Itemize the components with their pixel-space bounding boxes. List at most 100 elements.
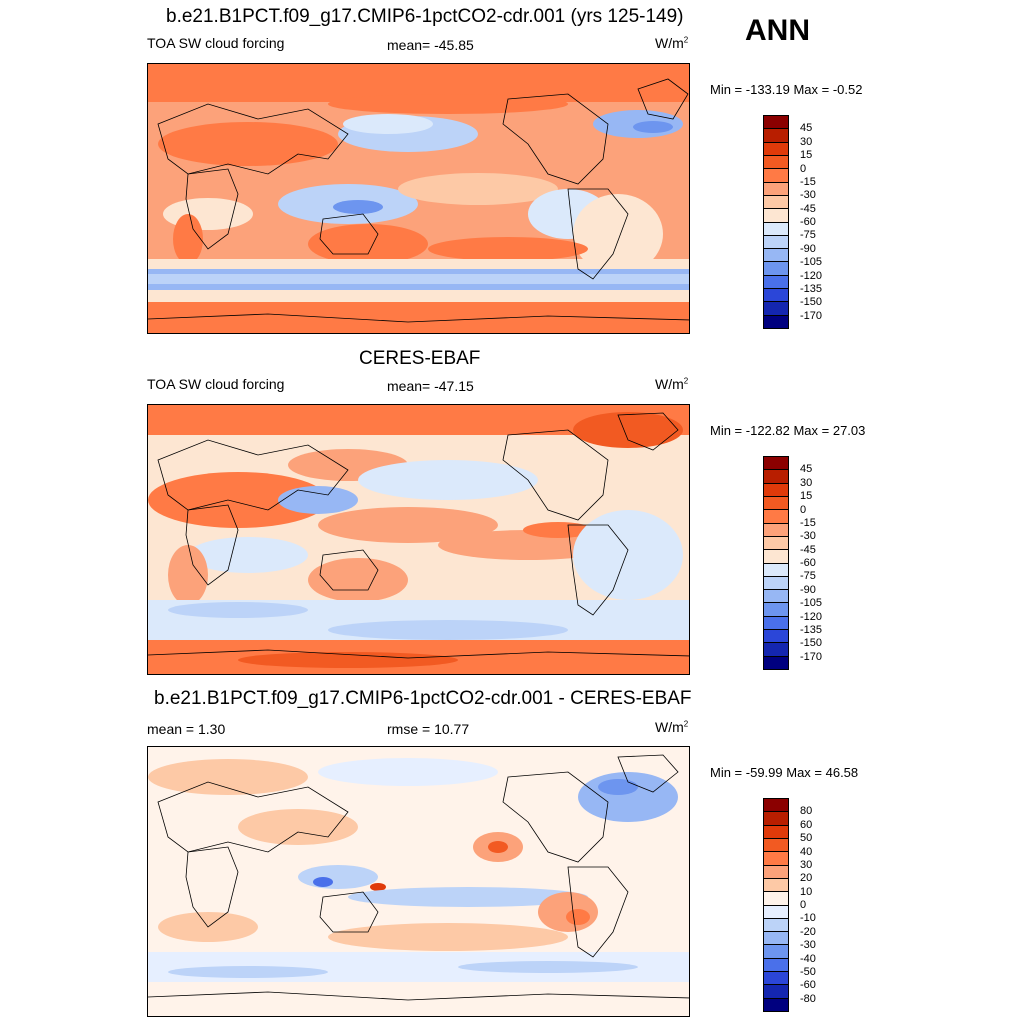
colorbar-swatch	[764, 852, 788, 866]
colorbar-swatch	[764, 249, 788, 263]
colorbar-tick: -170	[800, 650, 823, 663]
colorbar-swatch	[764, 838, 788, 853]
colorbar-swatch	[764, 195, 788, 210]
colorbar-tick: -80	[800, 992, 816, 1005]
colorbar-swatch	[764, 972, 788, 986]
colorbar-swatch	[764, 129, 788, 143]
panel-1-field-label: TOA SW cloud forcing	[147, 35, 285, 51]
panel-1-map	[147, 63, 690, 334]
colorbar-tick: -60	[800, 216, 816, 228]
colorbar-swatch	[764, 865, 788, 879]
colorbar-tick: -120	[800, 610, 823, 623]
colorbar-tick: 80	[800, 805, 813, 818]
colorbar-tick: -105	[800, 256, 823, 269]
colorbar-swatch	[764, 932, 788, 946]
colorbar-swatch	[764, 656, 788, 669]
colorbar-tick: -40	[800, 952, 816, 965]
colorbar-tick: 30	[800, 858, 813, 871]
colorbar-tick: -15	[800, 175, 816, 188]
colorbar-swatch	[764, 155, 788, 170]
colorbar-tick: 20	[800, 872, 813, 885]
colorbar-swatch	[764, 142, 788, 156]
colorbar-tick: -20	[800, 925, 816, 938]
colorbar-tick: -135	[800, 282, 823, 295]
colorbar-tick: -10	[800, 912, 816, 925]
panel-3-mean: mean = 1.30	[147, 721, 226, 737]
colorbar-swatch	[764, 222, 788, 236]
colorbar-tick: 30	[800, 476, 813, 489]
panel-3-title: b.e21.B1PCT.f09_g17.CMIP6-1pctCO2-cdr.00…	[154, 688, 692, 709]
colorbar-tick: 30	[800, 135, 813, 148]
panel-2-mean: mean= -47.15	[387, 378, 474, 394]
colorbar-swatch	[764, 169, 788, 183]
colorbar-tick: -45	[800, 202, 816, 215]
panel-3-minmax: Min = -59.99 Max = 46.58	[710, 765, 859, 780]
panel-3-units: W/m2	[655, 719, 689, 735]
colorbar-swatch	[764, 985, 788, 999]
colorbar-tick: 50	[800, 832, 813, 845]
colorbar-tick: -90	[800, 242, 816, 255]
colorbar-swatch	[764, 616, 788, 631]
colorbar-swatch	[764, 289, 788, 303]
panel-2-units: W/m2	[655, 376, 689, 392]
colorbar-swatch	[764, 825, 788, 839]
colorbar-swatch	[764, 945, 788, 959]
colorbar-swatch	[764, 209, 788, 223]
colorbar-tick: 60	[800, 818, 813, 831]
colorbar-swatch	[764, 590, 788, 604]
colorbar-tick: -50	[800, 965, 816, 978]
colorbar-tick: -75	[800, 229, 816, 242]
colorbar-swatch	[764, 630, 788, 644]
colorbar-tick: 45	[800, 463, 813, 476]
colorbar-swatch	[764, 905, 788, 919]
panel-1-title: b.e21.B1PCT.f09_g17.CMIP6-1pctCO2-cdr.00…	[166, 6, 684, 27]
colorbar-swatch	[764, 550, 788, 564]
colorbar-tick: 15	[800, 490, 813, 503]
colorbar-swatch	[764, 878, 788, 893]
colorbar-swatch	[764, 576, 788, 591]
colorbar-tick: -30	[800, 939, 816, 952]
colorbar-tick: 10	[800, 885, 813, 898]
colorbar-tick: -135	[800, 623, 823, 636]
colorbar-tick: 0	[800, 162, 807, 175]
colorbar-swatch	[764, 523, 788, 537]
colorbar-swatch	[764, 536, 788, 551]
panel-1-mean: mean= -45.85	[387, 37, 474, 53]
panel-2-map	[147, 404, 690, 675]
colorbar-tick: 0	[800, 503, 807, 516]
colorbar-swatch	[764, 182, 788, 196]
colorbar-tick: -45	[800, 543, 816, 556]
colorbar-swatch	[764, 315, 788, 328]
panel-3-colorbar	[763, 798, 789, 1012]
colorbar-swatch	[764, 958, 788, 973]
colorbar-tick: -15	[800, 516, 816, 529]
colorbar-swatch	[764, 892, 788, 906]
panel-1-minmax: Min = -133.19 Max = -0.52	[710, 82, 863, 97]
colorbar-swatch	[764, 998, 788, 1011]
colorbar-tick: -30	[800, 530, 816, 543]
colorbar-tick: 0	[800, 899, 807, 911]
panel-2-field-label: TOA SW cloud forcing	[147, 376, 285, 392]
panel-3-map	[147, 746, 690, 1017]
panel-2-title: CERES-EBAF	[359, 348, 481, 369]
colorbar-tick: -150	[800, 637, 823, 650]
panel-2-colorbar	[763, 456, 789, 670]
colorbar-swatch	[764, 302, 788, 316]
season-label: ANN	[745, 14, 810, 47]
colorbar-tick: -90	[800, 583, 816, 596]
colorbar-swatch	[764, 275, 788, 290]
colorbar-swatch	[764, 799, 788, 813]
colorbar-tick: -75	[800, 570, 816, 583]
colorbar-swatch	[764, 470, 788, 484]
colorbar-swatch	[764, 812, 788, 826]
colorbar-swatch	[764, 457, 788, 471]
colorbar-tick: -120	[800, 269, 823, 282]
panel-3-rmse: rmse = 10.77	[387, 721, 470, 737]
colorbar-swatch	[764, 262, 788, 276]
colorbar-swatch	[764, 643, 788, 657]
panel-1-units: W/m2	[655, 35, 689, 51]
colorbar-tick: 45	[800, 122, 813, 135]
colorbar-tick: -30	[800, 189, 816, 202]
panel-2-minmax: Min = -122.82 Max = 27.03	[710, 423, 866, 438]
colorbar-tick: -170	[800, 309, 823, 322]
